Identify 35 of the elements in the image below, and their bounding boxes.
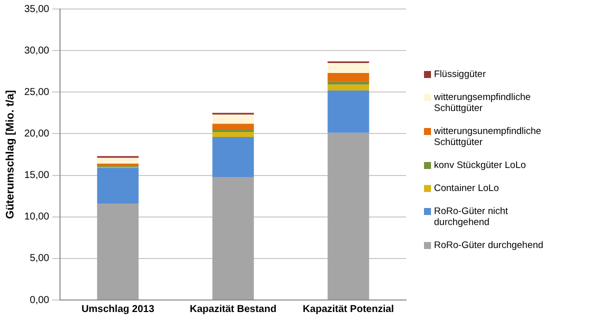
legend-label: Container LoLo (434, 183, 499, 194)
bar (212, 130, 254, 132)
y-tick-label: 5,00 (30, 253, 50, 264)
x-tick-label: Kapazität Potenzial (302, 304, 394, 315)
y-tick-label: 0,00 (30, 294, 50, 306)
bar (328, 90, 370, 133)
bar (97, 158, 139, 164)
legend-label: witterungsunempfindliche Schüttgüter (434, 126, 542, 148)
bar (212, 132, 254, 138)
bar (212, 124, 254, 130)
y-tick-label: 10,00 (24, 212, 50, 223)
bar (212, 114, 254, 124)
legend-label: konv Stückgüter LoLo (434, 160, 526, 171)
x-tick-label: Kapazität Bestand (190, 304, 276, 315)
bar (328, 73, 370, 82)
y-axis-title: Güterumschlag [Mio. t/a] (4, 90, 17, 219)
bar (328, 63, 370, 74)
bar (97, 168, 139, 204)
legend-label: RoRo-Güter durchgehend (434, 240, 544, 251)
y-tick-label: 15,00 (24, 170, 50, 182)
legend-label: witterungsempfindliche Schüttgüter (434, 92, 532, 114)
bar (328, 81, 370, 85)
legend-label: Flüssiggüter (434, 69, 486, 80)
bar (212, 137, 254, 177)
y-tick-label: 25,00 (24, 86, 50, 98)
y-tick-label: 20,00 (24, 128, 50, 140)
bar (97, 204, 139, 300)
legend-label: RoRo-Güter nicht durchgehend (434, 206, 509, 228)
bar (97, 164, 139, 166)
y-tick-label: 35,00 (24, 4, 50, 15)
x-tick-label: Umschlag 2013 (81, 304, 155, 315)
bar (328, 84, 370, 90)
bar (328, 132, 370, 300)
bar (212, 176, 254, 300)
y-tick-label: 30,00 (24, 45, 50, 56)
